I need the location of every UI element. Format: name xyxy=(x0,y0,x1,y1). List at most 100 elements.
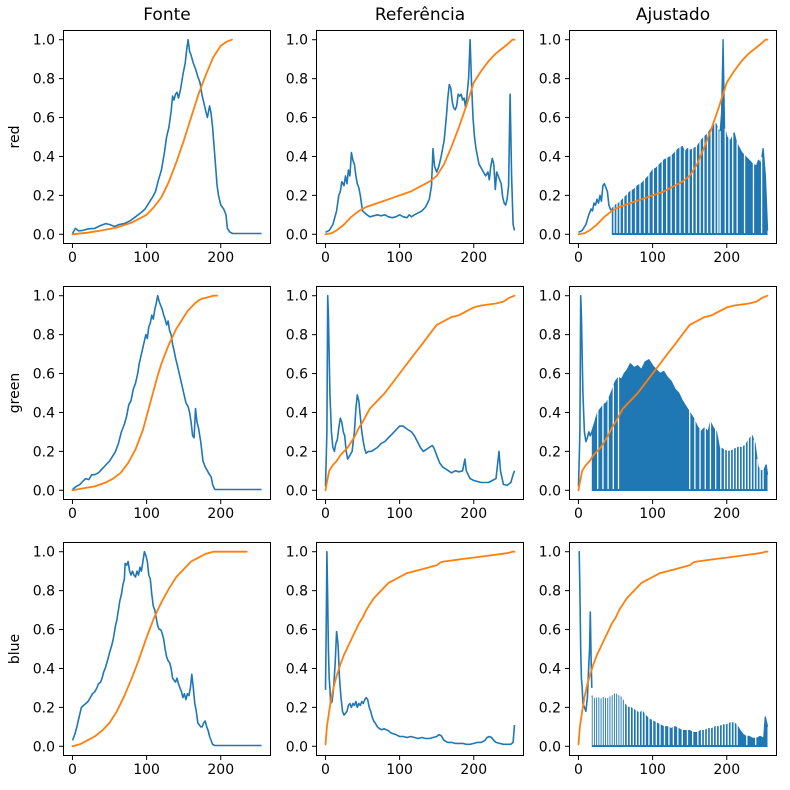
x-tick-label: 100 xyxy=(639,762,666,778)
x-tick-label: 200 xyxy=(713,762,740,778)
y-tick-label: 0.0 xyxy=(539,227,561,243)
x-tick-label: 100 xyxy=(133,250,160,266)
histogram-series xyxy=(325,38,516,234)
x-tick-label: 200 xyxy=(713,250,740,266)
y-tick-label: 1.0 xyxy=(539,545,561,561)
column-title-ajustado: Ajustado xyxy=(635,5,711,25)
x-tick-label: 0 xyxy=(68,762,77,778)
x-tick-label: 100 xyxy=(133,762,160,778)
y-tick-label: 0.4 xyxy=(539,405,561,421)
x-tick-label: 0 xyxy=(574,762,583,778)
cdf-series xyxy=(71,38,233,236)
cdf-series xyxy=(324,38,516,236)
axes-spines xyxy=(63,286,271,500)
cdf-series xyxy=(324,550,516,746)
axes-spines xyxy=(316,286,524,500)
y-tick-label: 0.4 xyxy=(33,149,55,165)
x-tick-label: 100 xyxy=(386,250,413,266)
axes: 0 100 200 0.0 0.2 0.4 0.6 0.8 1.0 xyxy=(33,30,271,266)
y-tick-label: 1.0 xyxy=(33,545,55,561)
tick-labels: 0 100 200 0.0 0.2 0.4 0.6 0.8 1.0 xyxy=(539,545,740,778)
y-tick-label: 0.8 xyxy=(33,328,55,344)
y-tick-label: 0.6 xyxy=(33,111,55,127)
y-tick-label: 0.8 xyxy=(33,584,55,600)
tick-labels: 0 100 200 0.0 0.2 0.4 0.6 0.8 1.0 xyxy=(33,289,234,522)
y-tick-label: 1.0 xyxy=(33,33,55,49)
y-tick-label: 0.8 xyxy=(286,72,308,88)
axes: 0 100 200 0.0 0.2 0.4 0.6 0.8 1.0 xyxy=(539,542,777,778)
y-tick-label: 0.4 xyxy=(33,661,55,677)
y-tick-label: 0.6 xyxy=(286,367,308,383)
y-tick-label: 0.0 xyxy=(539,739,561,755)
axes: 0 100 200 0.0 0.2 0.4 0.6 0.8 1.0 xyxy=(539,286,777,522)
subplot-blue-referencia: 0 100 200 0.0 0.2 0.4 0.6 0.8 1.0 xyxy=(286,542,524,778)
y-tick-label: 0.4 xyxy=(539,661,561,677)
y-tick-label: 0.8 xyxy=(539,72,561,88)
histogram-series xyxy=(324,550,516,746)
row-label-blue: blue xyxy=(7,633,23,665)
x-tick-label: 200 xyxy=(713,506,740,522)
y-tick-label: 0.2 xyxy=(286,700,308,716)
axes-spines xyxy=(569,542,777,756)
y-tick-label: 0.0 xyxy=(286,483,308,499)
tick-labels: 0 100 200 0.0 0.2 0.4 0.6 0.8 1.0 xyxy=(33,545,234,778)
axes: 0 100 200 0.0 0.2 0.4 0.6 0.8 1.0 xyxy=(286,286,524,522)
cdf-series xyxy=(577,550,769,746)
y-tick-label: 0.2 xyxy=(539,188,561,204)
subplot-green-referencia: 0 100 200 0.0 0.2 0.4 0.6 0.8 1.0 xyxy=(286,286,524,522)
y-tick-label: 0.4 xyxy=(286,661,308,677)
y-tick-label: 0.0 xyxy=(33,739,55,755)
y-tick-label: 0.6 xyxy=(33,623,55,639)
y-tick-label: 0.2 xyxy=(33,700,55,716)
y-tick-label: 0.0 xyxy=(286,739,308,755)
subplot-red-ajustado: 0 100 200 0.0 0.2 0.4 0.6 0.8 1.0 xyxy=(539,30,777,266)
x-tick-label: 100 xyxy=(639,250,666,266)
y-tick-label: 0.6 xyxy=(33,367,55,383)
axes-spines xyxy=(569,286,777,500)
cdf-series xyxy=(577,294,769,492)
subplot-green-fonte: 0 100 200 0.0 0.2 0.4 0.6 0.8 1.0 xyxy=(33,286,271,522)
x-tick-label: 200 xyxy=(207,250,234,266)
y-tick-label: 0.6 xyxy=(286,111,308,127)
subplot-red-fonte: 0 100 200 0.0 0.2 0.4 0.6 0.8 1.0 xyxy=(33,30,271,266)
y-tick-label: 0.2 xyxy=(33,188,55,204)
x-tick-label: 0 xyxy=(574,506,583,522)
y-tick-label: 1.0 xyxy=(286,289,308,305)
y-tick-label: 0.8 xyxy=(539,328,561,344)
y-tick-label: 0.8 xyxy=(286,328,308,344)
histogram-series xyxy=(71,550,262,747)
axes: 0 100 200 0.0 0.2 0.4 0.6 0.8 1.0 xyxy=(286,542,524,778)
x-tick-label: 0 xyxy=(68,506,77,522)
y-tick-label: 1.0 xyxy=(539,33,561,49)
y-tick-label: 1.0 xyxy=(33,289,55,305)
y-tick-label: 1.0 xyxy=(286,33,308,49)
y-tick-label: 0.4 xyxy=(286,149,308,165)
x-tick-label: 0 xyxy=(321,762,330,778)
y-tick-label: 0.0 xyxy=(539,483,561,499)
column-title-fonte: Fonte xyxy=(143,5,191,25)
x-tick-label: 0 xyxy=(68,250,77,266)
x-tick-label: 200 xyxy=(460,506,487,522)
histogram-series xyxy=(71,38,262,235)
histogram-fill xyxy=(591,359,768,491)
x-tick-label: 100 xyxy=(133,506,160,522)
x-tick-label: 0 xyxy=(321,250,330,266)
cdf-series xyxy=(577,38,769,236)
histogram-series xyxy=(577,294,769,491)
y-tick-label: 0.6 xyxy=(539,367,561,383)
y-tick-label: 0.6 xyxy=(539,623,561,639)
y-tick-label: 0.0 xyxy=(286,227,308,243)
x-tick-label: 200 xyxy=(460,762,487,778)
histogram-series xyxy=(71,294,262,491)
y-tick-label: 0.8 xyxy=(539,584,561,600)
axes-spines xyxy=(316,30,524,244)
row-label-red: red xyxy=(7,125,23,149)
histogram-series xyxy=(578,550,769,747)
y-tick-label: 0.2 xyxy=(539,700,561,716)
tick-labels: 0 100 200 0.0 0.2 0.4 0.6 0.8 1.0 xyxy=(539,33,740,266)
y-tick-label: 0.2 xyxy=(33,444,55,460)
x-tick-label: 0 xyxy=(574,250,583,266)
y-tick-label: 0.8 xyxy=(33,72,55,88)
axes: 0 100 200 0.0 0.2 0.4 0.6 0.8 1.0 xyxy=(286,30,524,266)
